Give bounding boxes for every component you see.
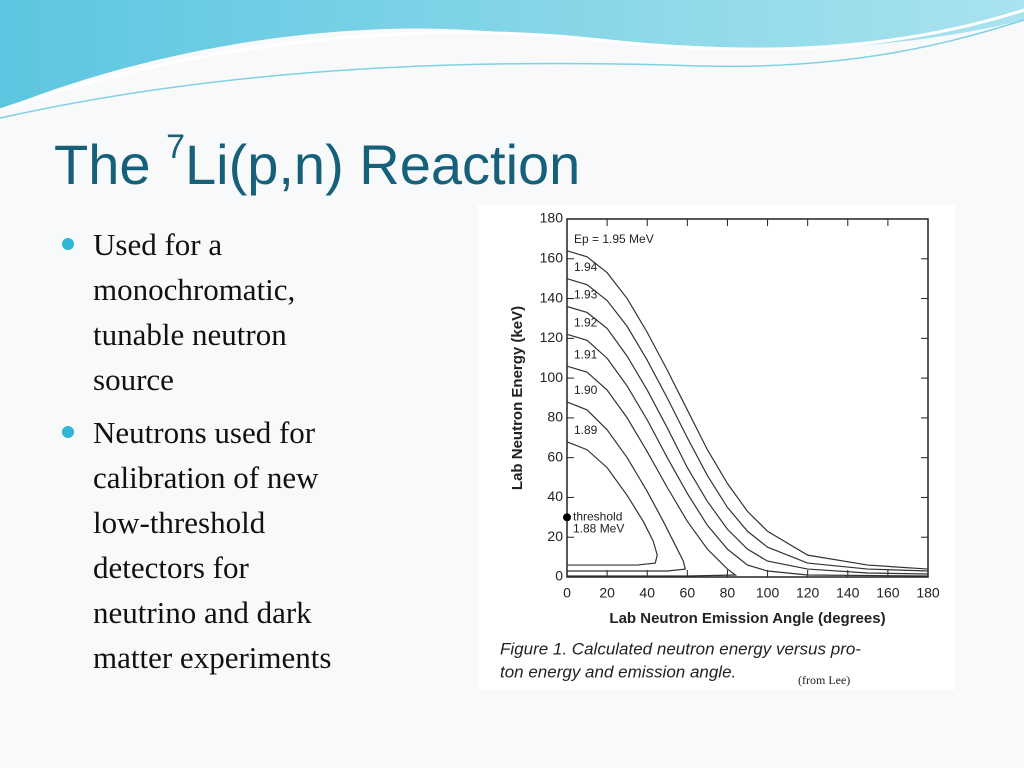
bullet-line: tunable neutron bbox=[93, 317, 287, 352]
curve bbox=[566, 333, 929, 577]
bullet-line: matter experiments bbox=[93, 640, 332, 675]
series-label: 1.90 bbox=[574, 383, 598, 397]
x-tick-label: 120 bbox=[796, 585, 820, 601]
credit: (from Lee) bbox=[798, 673, 850, 687]
bullet-dot bbox=[62, 238, 74, 250]
bullet-line: detectors for bbox=[93, 550, 249, 585]
series-label: 1.93 bbox=[574, 288, 598, 302]
curve bbox=[566, 401, 687, 572]
bullet: Neutrons used for calibration of new low-t… bbox=[62, 410, 331, 680]
bullet-line: Used for a bbox=[93, 227, 223, 262]
y-tick-label: 20 bbox=[547, 528, 563, 544]
caption: Figure 1. Calculated neutron energy vers… bbox=[500, 639, 861, 658]
bullet-list: Used for a monochromatic, tunable neutron s… bbox=[62, 222, 331, 688]
curve bbox=[566, 365, 738, 577]
x-tick-label: 180 bbox=[916, 585, 940, 601]
x-tick-label: 60 bbox=[680, 585, 696, 601]
y-tick-label: 140 bbox=[540, 289, 564, 305]
x-tick-label: 40 bbox=[639, 585, 655, 601]
curve bbox=[566, 278, 929, 572]
series-label: Ep = 1.95 MeV bbox=[574, 232, 654, 246]
plot-frame bbox=[566, 218, 929, 578]
x-tick-label: 160 bbox=[876, 585, 900, 601]
x-tick-label: 80 bbox=[720, 585, 736, 601]
bullet-line: neutrino and dark bbox=[93, 595, 312, 630]
y-tick-label: 100 bbox=[540, 369, 564, 385]
figure-bg bbox=[478, 205, 955, 690]
slide-title: The 7Li(p,n) Reaction bbox=[54, 128, 580, 197]
series-label: 1.94 bbox=[574, 260, 598, 274]
curve bbox=[566, 305, 929, 575]
figure: 0 20 40 60 80 100 120 140 160 180 0 20 40 60 80 100 120 1… bbox=[478, 205, 955, 690]
x-tick-label: 20 bbox=[599, 585, 615, 601]
curve bbox=[566, 250, 929, 570]
bullet: Used for a monochromatic, tunable neutron s… bbox=[62, 222, 331, 402]
y-tick-label: 40 bbox=[547, 488, 563, 504]
threshold-point bbox=[563, 513, 571, 522]
y-tick-label: 60 bbox=[547, 448, 563, 464]
bullet-line: calibration of new bbox=[93, 460, 319, 495]
curve bbox=[566, 441, 658, 566]
threshold-label: threshold bbox=[573, 510, 622, 524]
x-axis-label: Lab Neutron Emission Angle (degrees) bbox=[609, 610, 885, 627]
bullet-dot bbox=[62, 426, 74, 438]
series-label: 1.92 bbox=[574, 316, 598, 330]
x-tick-label: 100 bbox=[756, 585, 780, 601]
y-tick-label: 80 bbox=[547, 409, 563, 425]
y-tick-label: 0 bbox=[555, 568, 563, 584]
y-tick-label: 180 bbox=[540, 210, 564, 226]
caption: ton energy and emission angle. bbox=[500, 662, 736, 681]
header-wave bbox=[0, 0, 1024, 119]
x-tick-label: 0 bbox=[563, 585, 571, 601]
y-axis-label: Lab Neutron Energy (keV) bbox=[509, 306, 526, 490]
title-sup: 7 bbox=[166, 128, 185, 166]
bullet-line: low-threshold bbox=[93, 505, 266, 540]
title-text: Li(p,n) Reaction bbox=[184, 133, 581, 196]
bullet-line: source bbox=[93, 362, 174, 397]
x-tick-label: 140 bbox=[836, 585, 860, 601]
threshold-label: 1.88 MeV bbox=[573, 522, 624, 536]
bullet-line: Neutrons used for bbox=[93, 415, 316, 450]
title-text: The bbox=[54, 133, 167, 196]
y-tick-label: 160 bbox=[540, 249, 564, 265]
bullet-line: monochromatic, bbox=[93, 272, 296, 307]
series-label: 1.91 bbox=[574, 347, 598, 361]
series-label: 1.89 bbox=[574, 423, 598, 437]
y-tick-label: 120 bbox=[540, 329, 564, 345]
